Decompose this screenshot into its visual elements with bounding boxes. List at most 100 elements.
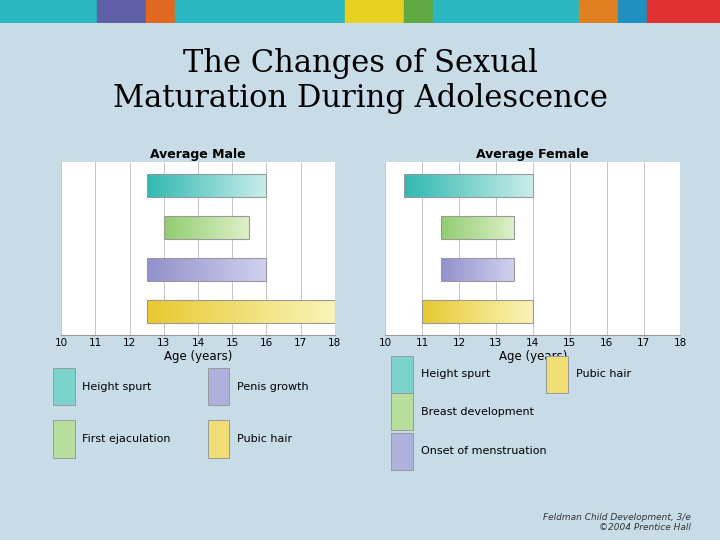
Bar — [183, 258, 185, 281]
Bar — [510, 258, 511, 281]
Bar — [192, 216, 194, 239]
Bar — [168, 173, 170, 197]
Bar — [269, 300, 272, 323]
Bar — [461, 300, 463, 323]
Bar — [184, 300, 187, 323]
Bar — [236, 216, 238, 239]
Bar — [176, 216, 177, 239]
Bar — [162, 258, 164, 281]
Bar — [462, 300, 464, 323]
Bar — [441, 173, 443, 197]
Bar — [212, 300, 215, 323]
Bar — [458, 216, 460, 239]
Bar — [230, 216, 232, 239]
Bar — [194, 300, 197, 323]
Bar — [176, 173, 179, 197]
Bar — [189, 216, 190, 239]
Bar — [244, 258, 246, 281]
Bar — [446, 173, 448, 197]
Bar — [228, 258, 230, 281]
Bar — [202, 173, 204, 197]
Bar — [197, 216, 199, 239]
Bar — [480, 258, 481, 281]
Bar — [500, 258, 501, 281]
Text: Feldman Child Development, 3/e
©2004 Prentice Hall: Feldman Child Development, 3/e ©2004 Pre… — [544, 512, 691, 532]
Bar — [225, 173, 227, 197]
Bar — [244, 216, 246, 239]
Bar — [467, 216, 469, 239]
Bar — [431, 300, 433, 323]
Bar — [505, 258, 507, 281]
Bar — [499, 258, 500, 281]
Bar — [495, 216, 497, 239]
Bar — [468, 216, 470, 239]
Bar — [157, 173, 159, 197]
Bar — [222, 258, 224, 281]
Bar — [487, 258, 490, 281]
Bar — [151, 300, 154, 323]
Bar — [196, 173, 198, 197]
Bar — [404, 173, 406, 197]
Bar — [438, 300, 441, 323]
Title: Average Female: Average Female — [477, 148, 589, 161]
Bar — [528, 300, 531, 323]
Bar — [412, 173, 414, 197]
Bar — [459, 173, 461, 197]
Bar — [201, 258, 203, 281]
Bar — [240, 216, 243, 239]
Bar — [454, 258, 455, 281]
Bar — [464, 173, 466, 197]
Bar — [471, 216, 472, 239]
Bar — [446, 258, 448, 281]
Bar — [441, 216, 514, 239]
Bar — [444, 216, 445, 239]
Bar — [494, 258, 495, 281]
Bar — [455, 173, 458, 197]
Bar — [513, 300, 516, 323]
Bar — [147, 300, 335, 323]
Bar — [215, 173, 217, 197]
Bar — [245, 216, 247, 239]
Bar — [444, 258, 446, 281]
Bar — [247, 216, 249, 239]
Bar — [199, 300, 202, 323]
Bar — [178, 216, 179, 239]
Bar — [235, 216, 237, 239]
Bar — [258, 258, 260, 281]
Bar — [444, 173, 446, 197]
Bar — [193, 216, 194, 239]
Bar — [470, 216, 472, 239]
Bar — [205, 258, 207, 281]
Bar — [236, 173, 238, 197]
Bar — [166, 300, 168, 323]
Bar — [220, 300, 222, 323]
Bar — [465, 300, 467, 323]
Bar — [165, 258, 167, 281]
Bar — [518, 173, 521, 197]
Bar — [428, 173, 431, 197]
Bar — [460, 216, 462, 239]
Bar — [316, 300, 319, 323]
Bar — [189, 216, 192, 239]
Bar — [442, 216, 444, 239]
Bar — [484, 216, 485, 239]
Bar — [195, 216, 197, 239]
Bar — [525, 173, 527, 197]
Bar — [211, 173, 213, 197]
Bar — [150, 258, 152, 281]
Bar — [179, 300, 183, 323]
Bar — [439, 173, 441, 197]
Bar — [259, 258, 261, 281]
Bar — [265, 258, 267, 281]
Bar — [515, 300, 517, 323]
Bar — [243, 258, 245, 281]
Bar — [422, 300, 424, 323]
Bar — [156, 258, 158, 281]
Bar — [147, 173, 149, 197]
Bar — [174, 216, 175, 239]
Bar — [199, 173, 202, 197]
Bar — [485, 258, 487, 281]
Bar — [459, 300, 462, 323]
Bar — [444, 258, 445, 281]
Bar — [456, 258, 458, 281]
